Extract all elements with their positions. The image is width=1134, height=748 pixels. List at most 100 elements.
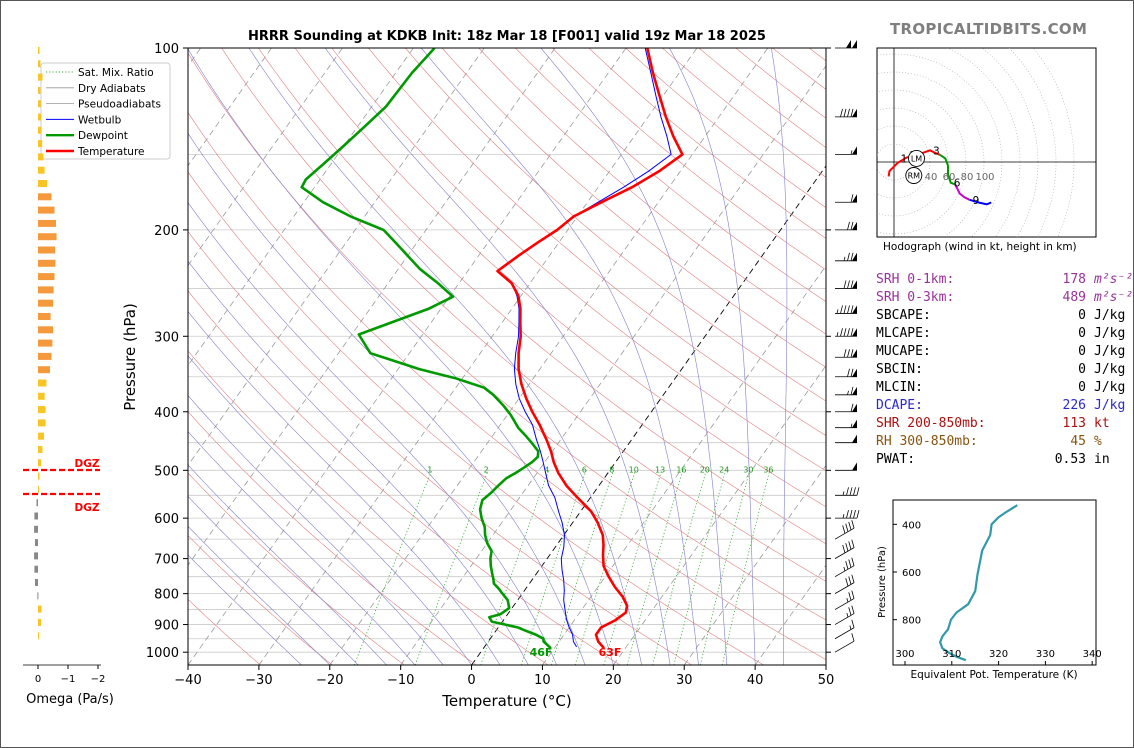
mix-ratio-label: 6 xyxy=(582,466,587,475)
mix-ratio-label: 4 xyxy=(544,466,549,475)
thetae-y-tick-label: 400 xyxy=(902,520,921,531)
legend-label: Temperature xyxy=(77,146,145,158)
mix-ratio-label: 16 xyxy=(676,466,686,475)
pseudoadiabat xyxy=(188,202,557,665)
wind-barb xyxy=(835,146,857,155)
brand-watermark: TROPICALTIDBITS.COM xyxy=(890,20,1088,38)
legend-label: Sat. Mix. Ratio xyxy=(78,67,154,79)
y-tick-label: 1000 xyxy=(146,646,179,661)
thetae-x-tick-label: 310 xyxy=(942,649,961,660)
hodo-rm-marker xyxy=(905,167,923,184)
legend-label: Dewpoint xyxy=(78,130,128,142)
hodo-height-label: 9 xyxy=(973,195,980,207)
stat-label: SBCAPE: xyxy=(876,308,931,323)
x-tick-label: −20 xyxy=(316,673,343,688)
stat-label: SRH 0-3km: xyxy=(876,290,955,305)
omega-bar xyxy=(38,352,52,360)
isotherm-line xyxy=(329,48,769,665)
mixing-ratio-line xyxy=(626,470,684,665)
omega-bar xyxy=(38,379,47,387)
omega-bar xyxy=(38,140,43,148)
skewt-profiles xyxy=(300,48,684,650)
chart-title: HRRR Sounding at KDKB Init: 18z Mar 18 [… xyxy=(248,29,766,44)
omega-bar xyxy=(38,73,43,81)
wind-barb xyxy=(834,520,855,540)
omega-bar xyxy=(38,472,40,480)
stat-unit: J/kg xyxy=(1094,326,1126,341)
x-tick-label: 40 xyxy=(747,673,764,688)
thetae-ylabel: Pressure (hPa) xyxy=(877,546,888,618)
thetae-x-tick-label: 340 xyxy=(1083,649,1102,660)
omega-bar xyxy=(38,313,51,320)
omega-xlabel: Omega (Pa/s) xyxy=(26,692,114,707)
legend: Sat. Mix. Ratio Dry Adiabats Pseudoadiabat… xyxy=(40,62,171,160)
hodo-lm-marker xyxy=(908,149,925,167)
x-tick-label: 50 xyxy=(818,673,835,688)
y-tick-label: 200 xyxy=(154,224,179,239)
isotherm-line xyxy=(400,65,826,665)
dry-adiabat xyxy=(188,411,477,665)
dry-adiabat xyxy=(188,290,621,665)
dry-adiabat xyxy=(478,48,826,335)
stat-unit: in xyxy=(1094,452,1110,467)
hodo-ring-label: 80 xyxy=(961,172,974,183)
y-tick-label: 800 xyxy=(154,588,179,603)
pseudoadiabat xyxy=(324,48,671,665)
pseudoadiabat xyxy=(188,525,331,665)
stat-label: SBCIN: xyxy=(876,362,923,377)
thetae-plot: 300 310 320 330 340 400 600 800 xyxy=(893,504,1102,665)
dry-adiabat xyxy=(188,112,826,661)
stat-unit: J/kg xyxy=(1094,398,1126,413)
stat-value: 45 xyxy=(1070,434,1086,449)
omega-bar xyxy=(35,579,38,586)
mix-ratio-label: 13 xyxy=(655,466,665,475)
omega-bar xyxy=(38,366,50,374)
hodo-trace xyxy=(897,149,941,164)
stat-row: SBCIN: 0 J/kg xyxy=(876,361,1133,379)
y-tick-label: 300 xyxy=(154,330,179,345)
dgz-label: DGZ xyxy=(75,502,100,514)
isotherm-line xyxy=(188,48,343,267)
isotherm-line xyxy=(188,48,556,566)
profile-temperature xyxy=(496,48,684,650)
mixing-ratio-line xyxy=(574,470,636,665)
omega-bar xyxy=(38,193,52,201)
omega-bar xyxy=(34,512,38,520)
omega-bar xyxy=(38,446,43,453)
hodo-trace xyxy=(887,162,899,177)
mix-ratio-label: 1 xyxy=(427,466,432,475)
dry-adiabat xyxy=(405,48,826,402)
stat-label: RH 300-850mb: xyxy=(876,434,978,449)
hodograph-frame xyxy=(876,47,1097,238)
skewt-axes: −40 −30 −20 −10 0 10 20 30 40 50 100 200 300 400 500 60… xyxy=(146,42,834,688)
omega-bar xyxy=(38,166,45,174)
y-tick-label: 900 xyxy=(154,619,179,634)
pseudoadiabat xyxy=(188,132,586,665)
wind-barb xyxy=(835,403,857,413)
omega-bar xyxy=(38,47,40,54)
mixing-ratio-line xyxy=(353,470,433,665)
mixing-ratio-line xyxy=(652,470,707,665)
omega-bar xyxy=(38,299,53,307)
hodo-height-label: 3 xyxy=(933,145,940,157)
wind-barb xyxy=(835,368,857,378)
x-tick-label: 20 xyxy=(605,673,622,688)
pseudoadiabat xyxy=(771,48,788,665)
stat-value: 0.53 xyxy=(1054,452,1086,467)
omega-bar xyxy=(37,592,39,600)
dry-adiabat xyxy=(294,48,826,508)
wind-barb xyxy=(834,539,855,559)
omega-tick-label: −2 xyxy=(91,674,106,685)
wind-barb xyxy=(835,349,857,358)
stat-value: 0 xyxy=(1078,380,1086,395)
hodo-trace xyxy=(969,198,992,206)
pseudoadiabat xyxy=(421,48,699,665)
stat-row: MLCIN: 0 J/kg xyxy=(876,379,1133,397)
omega-bar xyxy=(38,259,56,267)
hodo-trace xyxy=(939,153,956,186)
wind-barb xyxy=(834,633,855,653)
mixing-ratio-line xyxy=(414,470,489,665)
stat-value: 0 xyxy=(1078,326,1086,341)
legend-label: Dry Adiabats xyxy=(78,83,146,95)
mix-ratio-label: 2 xyxy=(484,466,489,475)
